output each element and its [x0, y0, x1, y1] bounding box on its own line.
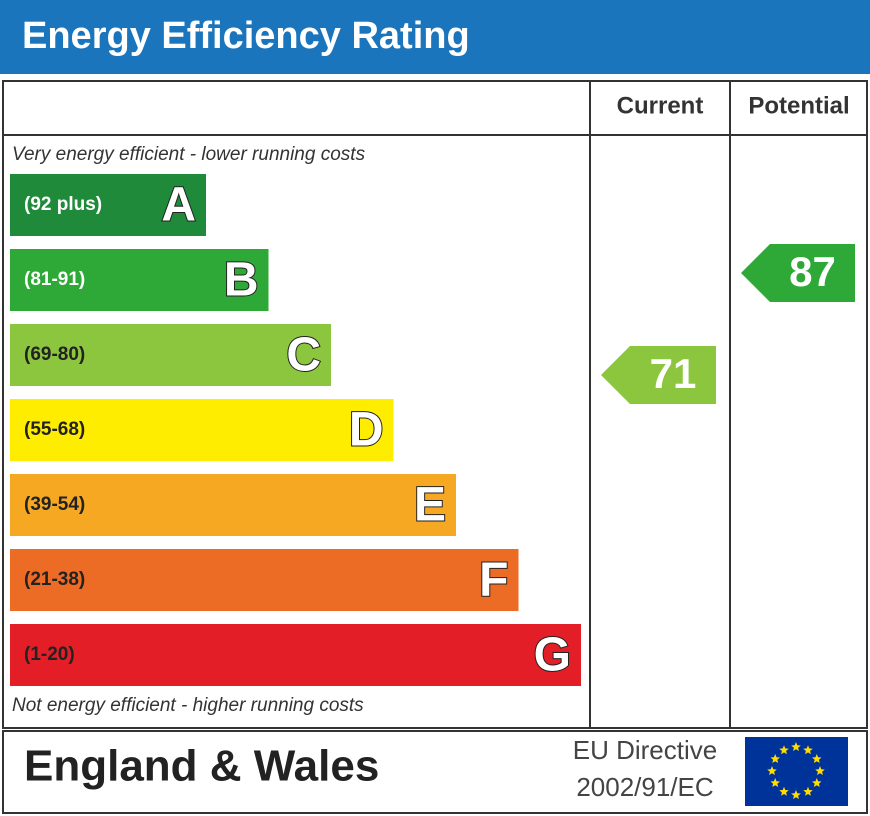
- band-bar: [10, 624, 581, 686]
- eu-stars: [767, 742, 825, 799]
- band-bar: [10, 399, 394, 461]
- band-bar: [10, 174, 206, 236]
- band-letter: A: [161, 179, 196, 232]
- eu-star: [803, 786, 813, 796]
- potential-score: 87: [789, 248, 836, 295]
- band-range: (81-91): [24, 269, 85, 290]
- band-bar: [10, 324, 331, 386]
- top-note: Very energy efficient - lower running co…: [12, 144, 366, 165]
- region: England & Wales: [24, 742, 379, 791]
- eu-star: [812, 754, 822, 763]
- eu-star: [791, 742, 801, 751]
- band-range: (92 plus): [24, 194, 102, 215]
- band-range: (39-54): [24, 494, 85, 515]
- eu-star: [770, 778, 780, 787]
- footer-frame: [2, 730, 868, 814]
- eu-star: [812, 778, 822, 787]
- band-letter: B: [224, 254, 259, 307]
- current-arrow: [601, 346, 716, 404]
- band-bar: [10, 249, 269, 311]
- bottom-note: Not energy efficient - higher running co…: [12, 695, 364, 716]
- title: Energy Efficiency Rating: [22, 15, 470, 57]
- band-letter: G: [534, 629, 571, 682]
- potential-header: Potential: [748, 92, 849, 119]
- eu-star: [791, 790, 801, 799]
- band-letter: C: [286, 329, 321, 382]
- eu-star: [815, 766, 825, 775]
- band-range: (55-68): [24, 419, 85, 440]
- eu-star: [803, 745, 813, 755]
- current-score: 71: [650, 350, 697, 397]
- potential-arrow: [741, 244, 855, 302]
- band-letter: E: [414, 479, 446, 532]
- band-letter: D: [349, 404, 384, 457]
- eu-star: [767, 766, 777, 775]
- band-letter: F: [479, 554, 508, 607]
- directive: 2002/91/EC: [576, 772, 713, 802]
- title-bar: [0, 0, 870, 74]
- eu-star: [779, 745, 789, 755]
- main-frame: [2, 80, 868, 729]
- band-range: (69-80): [24, 344, 85, 365]
- directive: EU Directive: [573, 735, 717, 765]
- band-bar: [10, 474, 456, 536]
- eu-star: [770, 754, 780, 763]
- band-range: (21-38): [24, 569, 85, 590]
- eu-star: [779, 786, 789, 796]
- band-range: (1-20): [24, 644, 75, 665]
- current-header: Current: [617, 92, 704, 119]
- band-bar: [10, 549, 519, 611]
